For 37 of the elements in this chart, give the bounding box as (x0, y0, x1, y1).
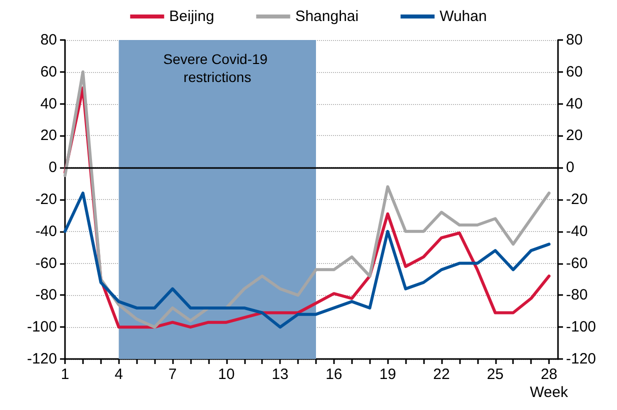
y2-tick-label: -60 (566, 254, 588, 272)
x-tick-label: 25 (486, 366, 504, 383)
x-tick-label: 13 (272, 366, 288, 383)
legend-label: Beijing (169, 8, 214, 25)
y2-tick-label: 80 (566, 32, 583, 48)
y-tick-label: 20 (40, 127, 57, 144)
y-tick-label: -40 (35, 222, 57, 240)
y-tick-label: 80 (40, 32, 57, 48)
y2-tick-label: 0 (566, 159, 574, 176)
y-tick-label: -100 (26, 318, 57, 336)
y2-tick-label: 60 (566, 63, 583, 80)
legend-label: Shanghai (295, 8, 359, 25)
y-tick-label: 40 (40, 95, 57, 112)
x-tick-label: 28 (540, 366, 558, 383)
x-tick-label: 7 (168, 366, 177, 383)
x-tick-label: 16 (326, 366, 342, 383)
y-tick-label: -80 (35, 286, 57, 304)
y-tick-label: -60 (35, 254, 57, 272)
x-tick-label: 4 (114, 366, 123, 383)
x-tick-label: 19 (379, 366, 396, 383)
y-tick-label: 60 (40, 63, 57, 80)
y-tick-label: 0 (48, 159, 57, 176)
y-tick-label: -120 (26, 350, 57, 368)
y2-tick-label: -40 (566, 222, 588, 240)
y2-tick-label: -100 (566, 318, 596, 336)
y2-tick-label: -120 (566, 350, 596, 368)
y2-tick-label: 20 (566, 127, 583, 144)
x-tick-label: 22 (433, 366, 450, 383)
x-axis-title: Week (530, 384, 568, 401)
band-label: Severe Covid-19 restrictions (163, 51, 272, 85)
y2-tick-label: -80 (566, 286, 588, 304)
y2-tick-label: -20 (566, 191, 588, 208)
x-tick-label: 1 (60, 366, 70, 383)
legend-label: Wuhan (440, 8, 487, 25)
x-tick-label: 10 (218, 366, 235, 383)
y2-tick-label: 40 (566, 95, 583, 112)
y-tick-label: -20 (35, 191, 57, 208)
